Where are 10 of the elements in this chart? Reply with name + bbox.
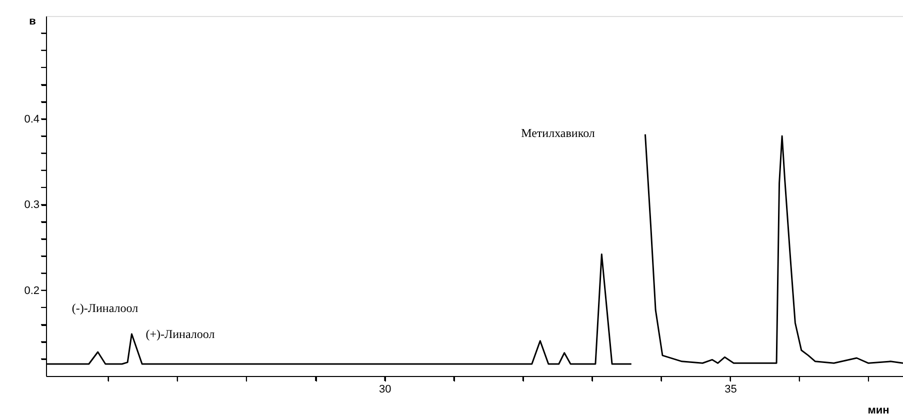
y-tick-label: 0.4 <box>24 113 40 126</box>
annotation: Метилхавикол <box>521 126 595 140</box>
annotation: (+)-Линалоол <box>146 327 215 341</box>
x-tick-label: 30 <box>379 384 392 396</box>
x-axis-title: мин <box>868 404 890 416</box>
y-tick-label: 0.2 <box>24 284 40 297</box>
y-axis-title: в <box>29 16 36 28</box>
annotation: (-)-Линалоол <box>72 301 138 315</box>
y-tick-label: 0.3 <box>24 199 40 212</box>
x-tick-label: 35 <box>724 384 737 396</box>
